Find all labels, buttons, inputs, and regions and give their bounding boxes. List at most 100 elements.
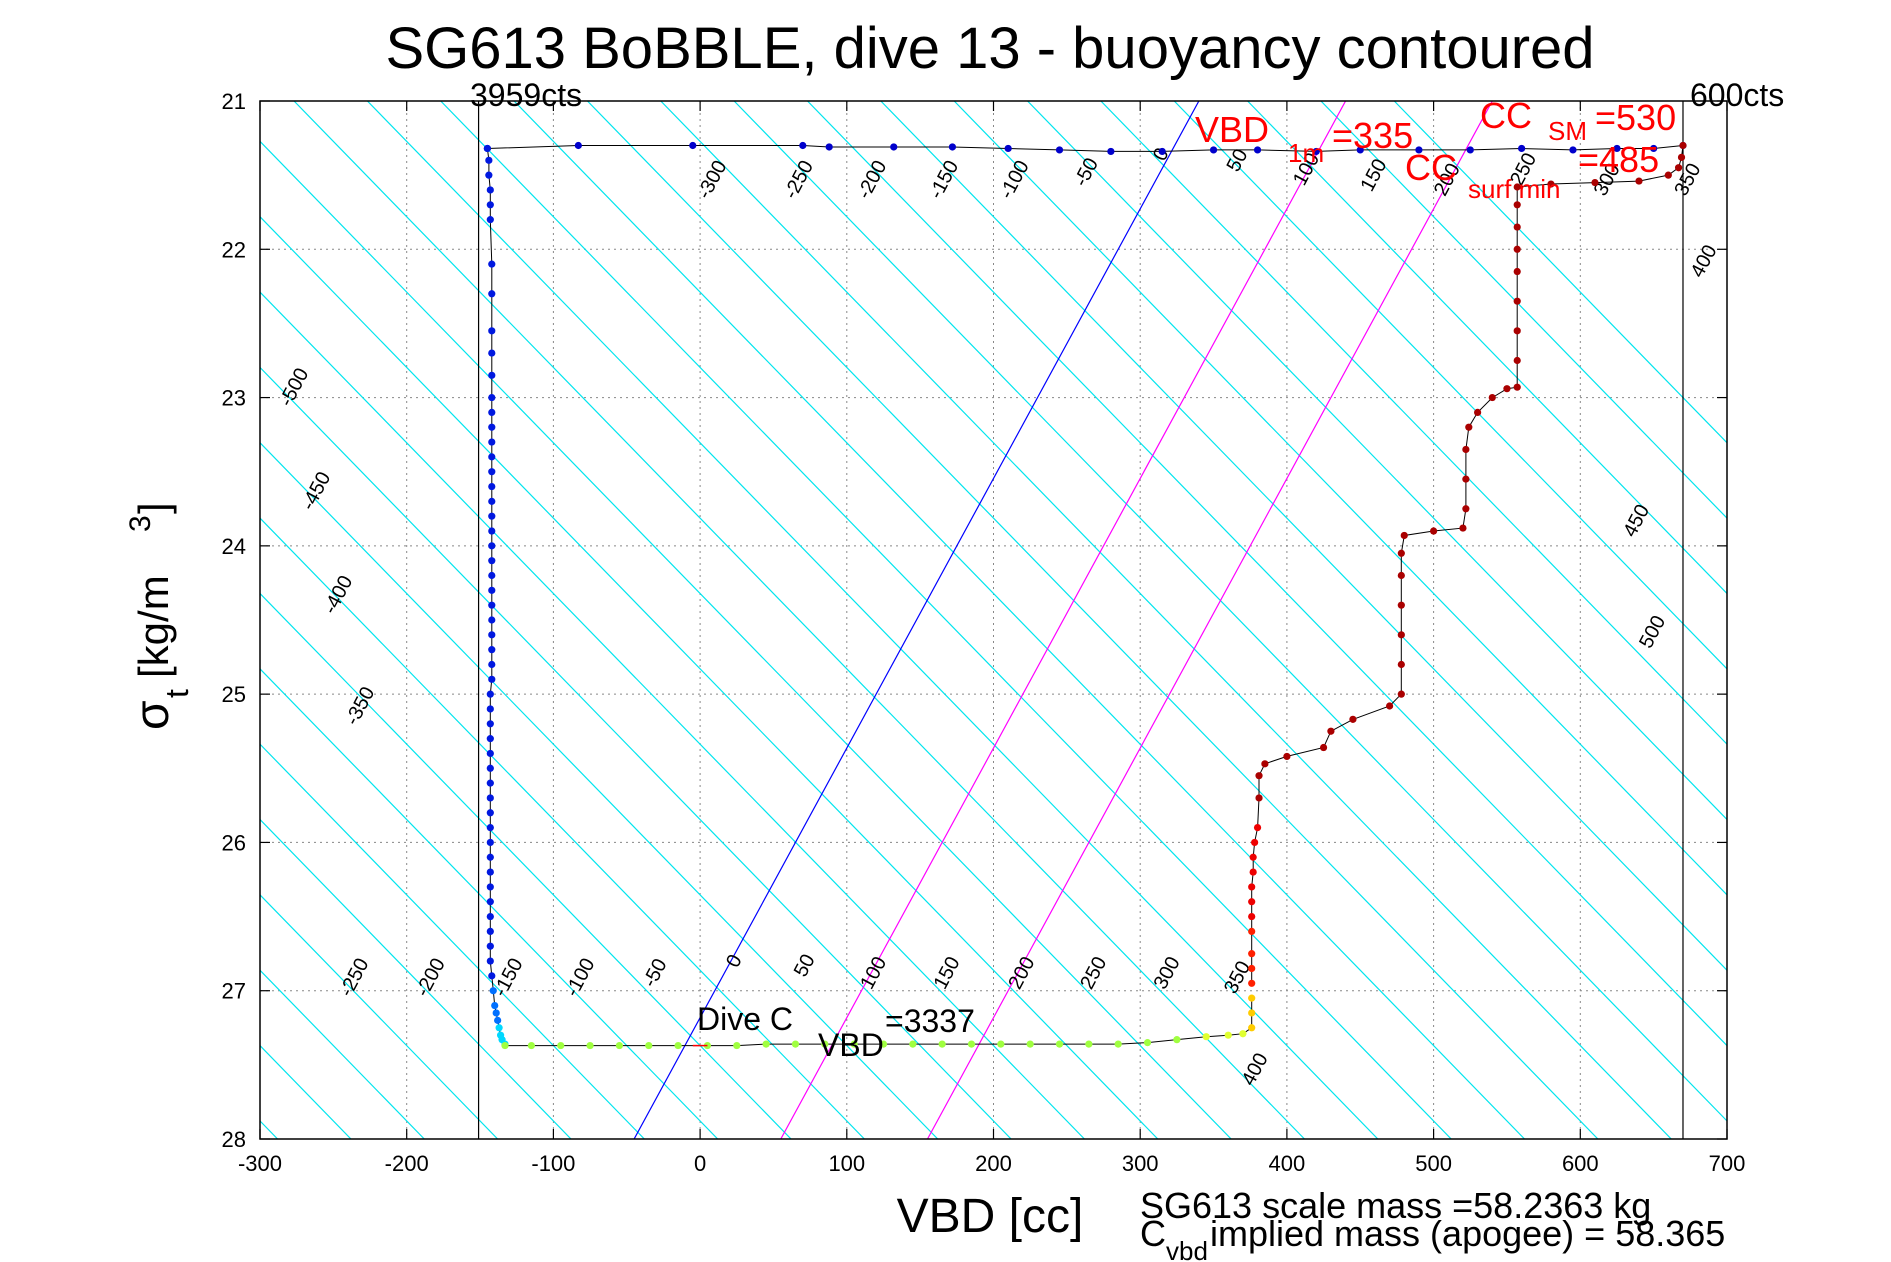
x-tick-label: 0 <box>694 1151 706 1176</box>
bottom-point <box>615 1041 624 1050</box>
surface-point <box>1209 146 1218 154</box>
dive-point <box>486 705 494 713</box>
bottom-point <box>850 1040 858 1048</box>
bottom-point <box>1248 994 1256 1002</box>
bottom-point <box>1026 1040 1034 1048</box>
dive-point <box>488 290 496 298</box>
contour-line <box>260 140 1232 1139</box>
surface-point <box>1253 146 1262 154</box>
contour-line <box>260 818 572 1139</box>
climb-point <box>1474 408 1482 416</box>
surface-point <box>1055 146 1064 154</box>
bottom-point <box>1143 1039 1152 1047</box>
vbd-1m-annotation: VBD 1m =335 <box>1195 109 1413 168</box>
climb-point <box>1674 164 1683 172</box>
y-tick-label: 26 <box>222 830 246 855</box>
bottom-point <box>909 1040 917 1048</box>
bottom-point <box>1085 1040 1093 1048</box>
climb-point <box>1513 245 1521 253</box>
dive-point <box>486 216 494 224</box>
reference-diagonal <box>633 101 1200 1139</box>
dive-point <box>488 542 496 550</box>
climb-point <box>1488 393 1496 402</box>
bottom-point <box>1055 1040 1064 1048</box>
contour-line <box>1320 101 1727 520</box>
surface-point <box>948 143 957 151</box>
contour-line <box>260 366 1012 1139</box>
dive-point <box>486 201 494 209</box>
climb-point <box>1261 760 1269 768</box>
climb-point <box>1430 527 1438 535</box>
dive-point <box>486 186 494 194</box>
data-series <box>483 141 1687 1050</box>
dive-point <box>486 824 494 832</box>
x-tick-label: 500 <box>1415 1151 1452 1176</box>
bottom-point <box>1248 1009 1256 1017</box>
dive-point <box>486 809 494 817</box>
climb-point <box>1400 531 1408 540</box>
dive-point <box>488 423 496 431</box>
dive-point <box>483 144 491 153</box>
surface-point <box>1518 144 1526 153</box>
surface-line <box>487 145 1684 152</box>
dive-point <box>492 1009 500 1017</box>
contour-line <box>260 592 792 1139</box>
dive-point <box>488 349 496 357</box>
surface-point <box>689 141 697 150</box>
dive-point <box>486 779 494 787</box>
dive-point <box>488 972 496 980</box>
climb-point <box>1462 475 1470 483</box>
climb-point <box>1513 383 1521 391</box>
bottom-point <box>967 1040 976 1048</box>
bottom-point <box>1173 1036 1181 1044</box>
dive-point <box>486 898 494 906</box>
cc-sm-sub: SM <box>1548 116 1587 146</box>
chart-title: SG613 BoBBLE, dive 13 - buoyancy contour… <box>385 16 1594 81</box>
buoyancy-contours <box>260 101 1727 1139</box>
dive-point <box>488 260 496 268</box>
y-axis-label-sup: 3 <box>124 515 157 532</box>
climb-point <box>1513 267 1521 276</box>
surface-point <box>1650 144 1658 153</box>
surface-point <box>1613 144 1621 153</box>
reference-diagonal <box>780 101 1347 1139</box>
climb-point <box>1397 660 1405 669</box>
x-tick-label: 300 <box>1122 1151 1159 1176</box>
climb-point <box>1635 177 1643 185</box>
dive-point <box>488 512 496 520</box>
climb-point <box>1513 327 1521 335</box>
bottom-point <box>586 1041 594 1050</box>
bottom-point <box>645 1041 653 1050</box>
climb-point <box>1664 171 1672 179</box>
dive-point <box>495 1024 503 1032</box>
dive-point <box>486 735 494 743</box>
x-tick-label: 600 <box>1562 1151 1599 1176</box>
bottom-point <box>501 1041 509 1050</box>
surface-point <box>1415 146 1423 154</box>
climb-point <box>1248 927 1256 936</box>
dive-point <box>486 883 494 891</box>
climb-point <box>1459 524 1467 532</box>
dive-point <box>486 957 494 965</box>
climb-point <box>1248 883 1256 891</box>
y-tick-label: 23 <box>222 386 246 411</box>
bottom-point <box>674 1041 682 1050</box>
surface-point <box>1107 147 1115 156</box>
cc-surfmin-annotation: CC surf min =485 <box>1405 139 1659 204</box>
dive-point <box>488 616 496 624</box>
vbd-max-label: 600cts <box>1690 77 1784 113</box>
dive-c-value: =3337 <box>885 1003 975 1039</box>
dive-point <box>488 482 496 491</box>
contour-line <box>260 894 499 1139</box>
contour-line <box>293 101 1305 1139</box>
axis-ticks: -300 -200 -100 0 100 200 300 400 500 600 700 21 22 23… <box>222 89 1746 1176</box>
contour-line <box>733 101 1727 1122</box>
cvbd-sub: vbd <box>1166 1236 1208 1262</box>
contour-line <box>1393 101 1727 444</box>
cc-surfmin-value: =485 <box>1578 139 1659 180</box>
contour-line <box>260 743 645 1139</box>
climb-point <box>1503 385 1511 393</box>
y-axis-label-sub: t <box>159 689 195 698</box>
dive-point <box>488 586 496 594</box>
climb-point <box>1397 631 1405 639</box>
